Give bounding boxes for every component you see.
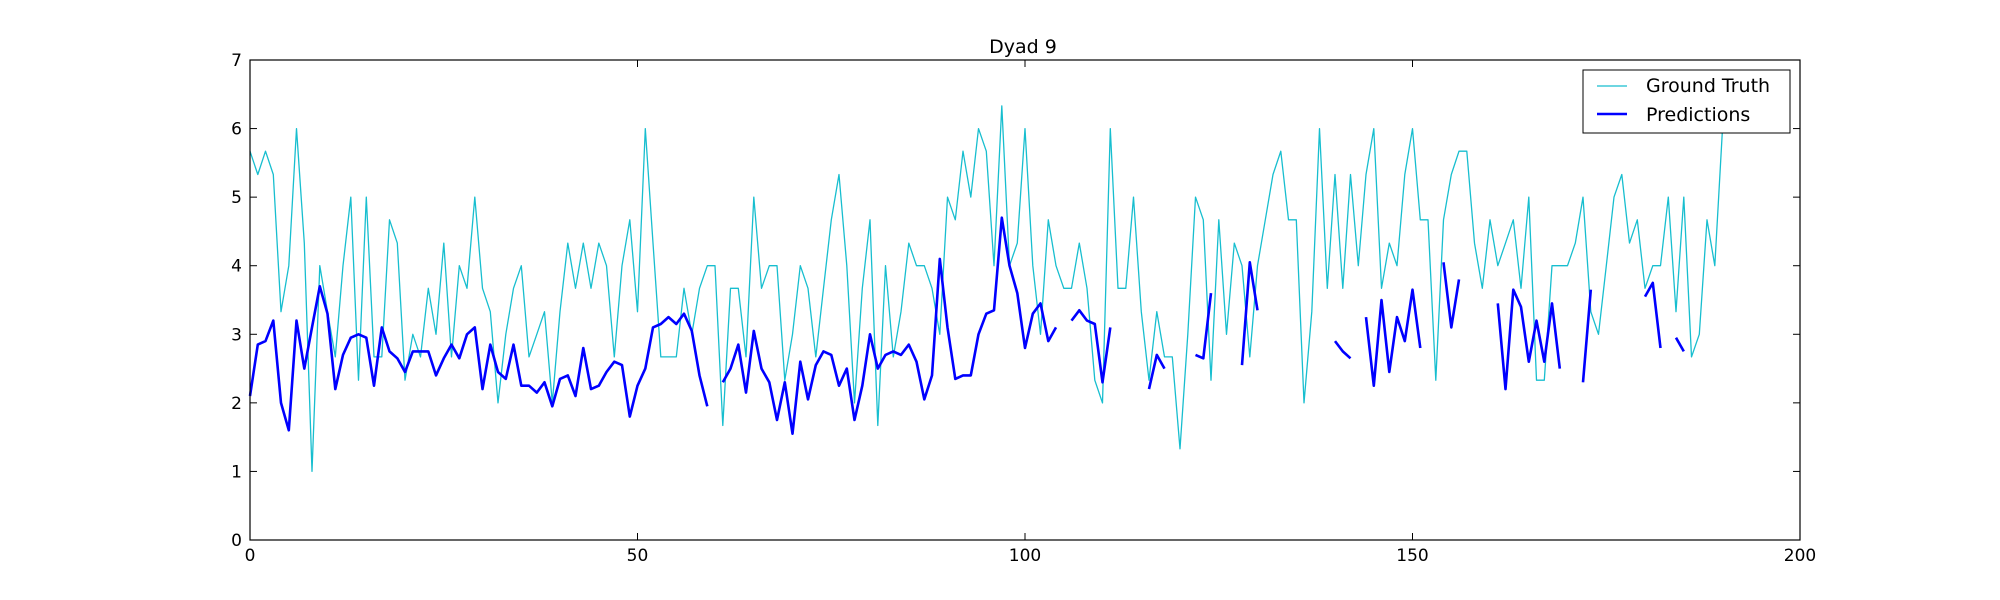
y-tick-label: 4 bbox=[231, 257, 242, 277]
predictions-layer bbox=[248, 216, 1685, 436]
x-axis: 0 50 100 150 200 bbox=[245, 60, 1816, 566]
predictions-series-segment bbox=[1240, 260, 1259, 366]
predictions-series-segment bbox=[721, 216, 1058, 436]
predictions-series-segment bbox=[1496, 288, 1562, 391]
x-tick-label: 0 bbox=[245, 546, 256, 566]
y-tick-label: 2 bbox=[231, 394, 242, 414]
predictions-series-segment bbox=[1643, 281, 1662, 349]
x-tick-label: 50 bbox=[627, 546, 649, 566]
predictions-series-segment bbox=[1194, 292, 1213, 360]
y-tick-label: 5 bbox=[231, 188, 242, 208]
predictions-series-segment bbox=[1364, 288, 1422, 388]
y-tick-label: 0 bbox=[231, 531, 242, 551]
predictions-series-segment bbox=[1070, 308, 1112, 384]
predictions-series-segment bbox=[1333, 340, 1352, 360]
legend: Ground Truth Predictions bbox=[1582, 69, 1791, 134]
predictions-series-segment bbox=[1442, 262, 1461, 329]
legend-ground-truth-label: Ground Truth bbox=[1646, 75, 1770, 97]
predictions-series-segment bbox=[1581, 289, 1593, 383]
x-tick-label: 100 bbox=[1009, 546, 1041, 566]
y-axis: 0 1 2 3 4 5 6 7 bbox=[231, 51, 1800, 551]
y-tick-label: 1 bbox=[231, 462, 242, 482]
ground-truth-series-line bbox=[249, 105, 1724, 473]
predictions-series-segment bbox=[1147, 353, 1166, 390]
y-tick-label: 3 bbox=[231, 325, 242, 345]
legend-predictions-label: Predictions bbox=[1646, 104, 1750, 126]
legend-box bbox=[1582, 69, 1791, 134]
ground-truth-layer bbox=[249, 105, 1724, 473]
chart-title: Dyad 9 bbox=[989, 36, 1057, 58]
predictions-series-segment bbox=[248, 284, 709, 432]
y-tick-label: 6 bbox=[231, 120, 242, 140]
predictions-series-segment bbox=[1674, 337, 1685, 353]
x-tick-label: 200 bbox=[1784, 546, 1816, 566]
x-tick-label: 150 bbox=[1396, 546, 1428, 566]
y-tick-label: 7 bbox=[231, 51, 242, 71]
